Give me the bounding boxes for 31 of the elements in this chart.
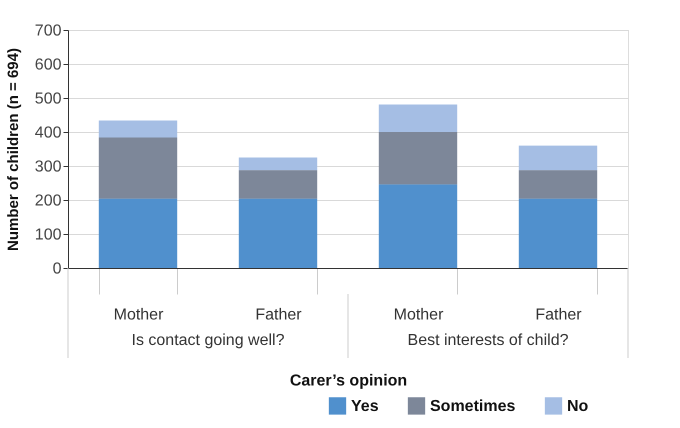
legend-label: Yes: [351, 398, 379, 415]
legend-label: Sometimes: [430, 398, 516, 415]
y-tick-label: 600: [34, 56, 62, 74]
y-tick-label: 100: [34, 226, 62, 244]
bar: [518, 198, 598, 268]
bar: [238, 158, 318, 170]
legend-label: No: [567, 398, 589, 415]
y-tick-label: 400: [34, 124, 62, 142]
x-tick-label: Mother: [394, 306, 444, 324]
x-axis-title: Carer’s opinion: [290, 372, 408, 390]
bar: [98, 120, 178, 138]
x-tick-label: Father: [535, 306, 582, 324]
y-tick-label: 500: [34, 90, 62, 108]
y-tick-label: 200: [34, 192, 62, 210]
bar: [378, 104, 458, 132]
text: Best interests of child?: [408, 332, 569, 349]
x-tick-label: Father: [255, 306, 302, 324]
y-tick-label: 0: [52, 260, 62, 278]
text: Is contact going well?: [132, 332, 285, 349]
bar: [98, 137, 178, 199]
bar: [518, 146, 598, 170]
bar: [378, 184, 458, 268]
bar: [98, 198, 178, 268]
x-tick-label: Mother: [114, 306, 164, 324]
bar: [518, 170, 598, 199]
y-axis-title: Number of children (n = 694): [4, 48, 22, 251]
bar: [238, 198, 318, 268]
bar: [238, 170, 318, 199]
bar: [378, 132, 458, 184]
y-tick-label: 700: [34, 22, 62, 40]
y-tick-label: 300: [34, 158, 62, 176]
